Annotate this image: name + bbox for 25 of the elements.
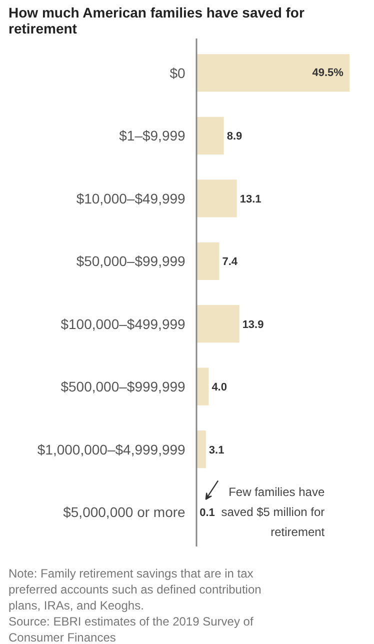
- y-tick-label: $500,000–$999,999: [60, 378, 186, 395]
- y-tick-label: $1,000,000–$4,999,999: [37, 441, 186, 458]
- y-tick-label: $100,000–$499,999: [60, 316, 186, 332]
- data-label: 3.1: [208, 444, 224, 456]
- bar: [196, 54, 350, 92]
- data-label: 7.4: [222, 256, 238, 268]
- bar: [196, 180, 237, 218]
- annotation: Few families have saved $5 million for retirement: [221, 485, 326, 540]
- source-note: Source: EBRI estimates of the 2019 Survey of Consumer Finances: [8, 614, 254, 644]
- y-tick-label: $0: [170, 64, 186, 81]
- text: Note: Family retirement savings that are in tax preferred accounts such as defined contribution plans, IRAs, and Keoghs.: [8, 566, 262, 612]
- data-label: 49.5%: [312, 66, 344, 79]
- bar: [196, 116, 224, 155]
- chart-title: How much American families have saved for retirement: [8, 4, 305, 36]
- bar: [196, 305, 240, 343]
- y-tick-label: $10,000–$49,999: [76, 190, 186, 206]
- data-label: 0.1: [200, 507, 215, 520]
- y-tick-label: $5,000,000 or more: [63, 504, 186, 520]
- data-label: 8.9: [226, 130, 242, 143]
- y-tick-label: $50,000–$99,999: [76, 253, 186, 270]
- data-label: 13.9: [242, 318, 264, 331]
- data-label: 4.0: [212, 382, 227, 394]
- y-tick-label: $1–$9,999: [119, 128, 186, 144]
- data-label: 13.1: [240, 193, 262, 206]
- bar: [196, 242, 220, 280]
